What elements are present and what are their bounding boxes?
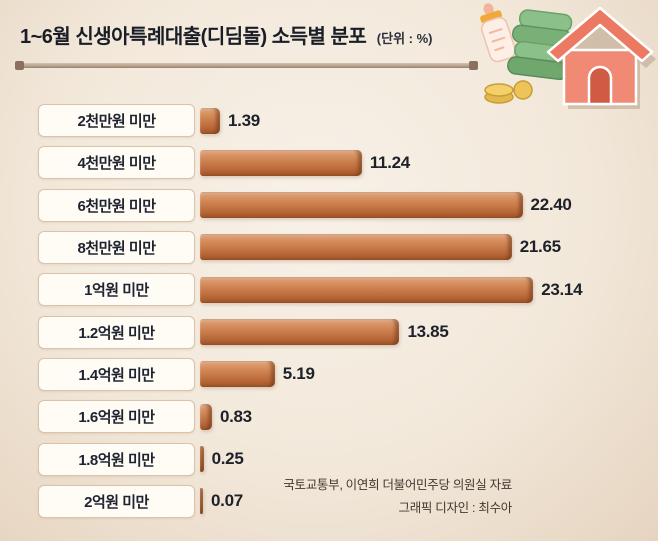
bar: [200, 107, 221, 134]
chart-row: 4천만원 미만 11.24: [38, 146, 638, 180]
baby-bottle-icon: [480, 3, 516, 63]
value-label: 22.40: [530, 195, 572, 215]
bar: [200, 403, 212, 430]
bar: [200, 319, 400, 346]
category-label: 1억원 미만: [38, 273, 195, 307]
chart-row: 1.6억원 미만 0.83: [38, 400, 638, 434]
chart-row: 1억원 미만 23.14: [38, 273, 638, 307]
rod-end-cap: [469, 61, 478, 70]
coins-icon: [484, 80, 533, 104]
chart-row: 2천만원 미만 1.39: [38, 104, 638, 137]
source-credit: 국토교통부, 이연희 더불어민주당 의원실 자료 그래픽 디자인 : 최수아: [283, 474, 512, 519]
bar: [200, 149, 362, 176]
value-label: 13.85: [407, 322, 449, 342]
bar: [200, 234, 512, 261]
value-label: 0.25: [211, 449, 244, 469]
source-line: 국토교통부, 이연희 더불어민주당 의원실 자료: [283, 478, 512, 492]
chart-row: 2억원 미만 0.07: [38, 484, 638, 518]
bar: [200, 488, 203, 515]
category-label: 8천만원 미만: [38, 230, 195, 264]
value-label: 23.14: [541, 279, 583, 299]
page-title: 1~6월 신생아특례대출(디딤돌) 소득별 분포: [20, 26, 367, 48]
chart-row: 8천만원 미만 21.65: [38, 230, 638, 264]
category-label: 6천만원 미만: [38, 188, 195, 222]
unit-label: (단위 : %): [376, 31, 433, 46]
divider-rod: [15, 61, 478, 70]
bar-chart: 2천만원 미만 1.39 4천만원 미만 11.24 6천만원 미만 22.40 8천만원 …: [38, 104, 638, 518]
decoration-illustration: [480, 3, 656, 109]
chart-row: 6천만원 미만 22.40: [38, 188, 638, 222]
chart-row: 1.8억원 미만 0.25: [38, 442, 638, 476]
chart-row: 1.4억원 미만 5.19: [38, 357, 638, 391]
category-label: 1.6억원 미만: [38, 400, 195, 434]
value-label: 0.83: [219, 406, 252, 426]
chart-header: 1~6월 신생아특례대출(디딤돌) 소득별 분포 (단위 : %): [20, 20, 480, 49]
bar: [200, 446, 204, 473]
value-label: 5.19: [282, 364, 315, 384]
credit-line: 그래픽 디자인 : 최수아: [398, 500, 513, 515]
value-label: 0.07: [211, 491, 243, 511]
bar: [200, 192, 523, 219]
category-label: 2억원 미만: [38, 484, 195, 518]
house-icon: [546, 6, 656, 109]
category-label: 2천만원 미만: [38, 104, 195, 137]
value-label: 1.39: [228, 110, 260, 130]
category-label: 1.4억원 미만: [38, 357, 195, 391]
bar: [200, 361, 275, 388]
category-label: 4천만원 미만: [38, 146, 195, 180]
category-label: 1.8억원 미만: [38, 442, 195, 476]
category-label: 1.2억원 미만: [38, 315, 195, 349]
rod-end-cap: [15, 61, 24, 70]
bar: [200, 276, 534, 303]
chart-row: 1.2억원 미만 13.85: [38, 315, 638, 349]
value-label: 11.24: [369, 152, 410, 172]
value-label: 21.65: [519, 237, 561, 257]
